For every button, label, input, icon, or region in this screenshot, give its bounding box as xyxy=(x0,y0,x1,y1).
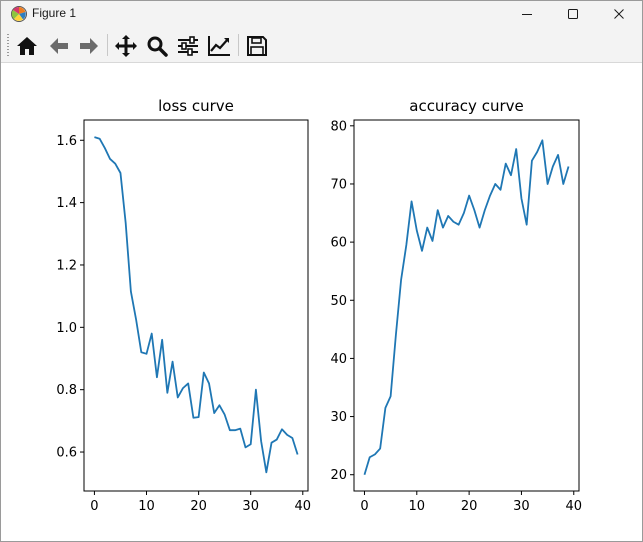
acc-axes: accuracy curve 0 10 20 30 40 20 30 40 50 60 70 80 xyxy=(330,97,582,514)
zoom-button[interactable] xyxy=(144,33,170,59)
pan-button[interactable] xyxy=(113,33,139,59)
close-icon xyxy=(614,9,624,19)
title-bar[interactable]: Figure 1 xyxy=(1,1,642,27)
home-icon xyxy=(17,37,37,55)
acc-axes-frame xyxy=(353,119,580,492)
acc-y-tick-label: 50 xyxy=(330,294,347,309)
acc-y-tick-label: 20 xyxy=(330,468,347,483)
loss-x-tick-label: 40 xyxy=(295,499,312,514)
loss-axes: loss curve 0 10 20 30 40 0.6 0.8 1.0 1.2 1.4 1.6 xyxy=(56,97,311,514)
edit-axes-button[interactable] xyxy=(206,33,232,59)
save-button[interactable] xyxy=(244,33,270,59)
loss-x-tick-label: 0 xyxy=(90,499,98,514)
figure-canvas[interactable]: loss curve 0 10 20 30 40 0.6 0.8 1.0 1.2 1.4 1.6 acc… xyxy=(1,63,642,541)
close-button[interactable] xyxy=(596,1,642,27)
acc-chart-title: accuracy curve xyxy=(409,97,523,115)
acc-x-tick-label: 10 xyxy=(409,499,426,514)
toolbar-grip[interactable] xyxy=(7,34,9,56)
loss-y-tick-label: 0.6 xyxy=(56,446,77,461)
loss-y-tick-label: 1.0 xyxy=(56,321,77,336)
navigation-toolbar xyxy=(1,27,642,63)
acc-y-tick-label: 60 xyxy=(330,236,347,251)
minimize-button[interactable] xyxy=(504,1,550,27)
acc-y-tick-label: 40 xyxy=(330,352,347,367)
back-arrow-icon xyxy=(50,38,68,54)
acc-x-tick-label: 40 xyxy=(565,499,582,514)
loss-axes-frame xyxy=(83,119,309,492)
home-button[interactable] xyxy=(14,33,40,59)
forward-button[interactable] xyxy=(76,33,102,59)
acc-y-tick-label: 80 xyxy=(330,119,347,134)
forward-arrow-icon xyxy=(80,38,98,54)
loss-x-tick-label: 10 xyxy=(138,499,155,514)
configure-subplots-button[interactable] xyxy=(175,33,201,59)
maximize-button[interactable] xyxy=(550,1,596,27)
matplotlib-icon xyxy=(10,5,28,23)
magnifier-icon xyxy=(147,36,168,57)
acc-x-tick-label: 20 xyxy=(461,499,478,514)
loss-y-tick-label: 1.4 xyxy=(56,196,77,211)
window-title: Figure 1 xyxy=(32,6,77,20)
loss-series-line xyxy=(94,136,299,474)
toolbar-separator xyxy=(238,34,239,56)
move-icon xyxy=(115,35,137,57)
maximize-icon xyxy=(568,9,578,19)
toolbar-separator xyxy=(107,34,108,56)
sliders-icon xyxy=(178,36,198,56)
line-chart-icon xyxy=(208,36,230,56)
back-button[interactable] xyxy=(46,33,72,59)
loss-y-tick-label: 1.2 xyxy=(56,258,77,273)
floppy-disk-icon xyxy=(247,36,267,56)
acc-y-tick-label: 70 xyxy=(330,177,347,192)
loss-y-tick-label: 1.6 xyxy=(56,134,77,149)
acc-y-tick-label: 30 xyxy=(330,410,347,425)
acc-series-line xyxy=(363,139,570,475)
acc-x-tick-label: 30 xyxy=(513,499,530,514)
loss-x-tick-label: 20 xyxy=(190,499,207,514)
loss-y-tick-label: 0.8 xyxy=(56,383,77,398)
loss-x-tick-label: 30 xyxy=(242,499,259,514)
figure-plot: loss curve 0 10 20 30 40 0.6 0.8 1.0 1.2 1.4 1.6 acc… xyxy=(56,97,582,514)
minimize-icon xyxy=(522,14,532,15)
loss-chart-title: loss curve xyxy=(158,97,234,115)
acc-x-tick-label: 0 xyxy=(360,499,368,514)
